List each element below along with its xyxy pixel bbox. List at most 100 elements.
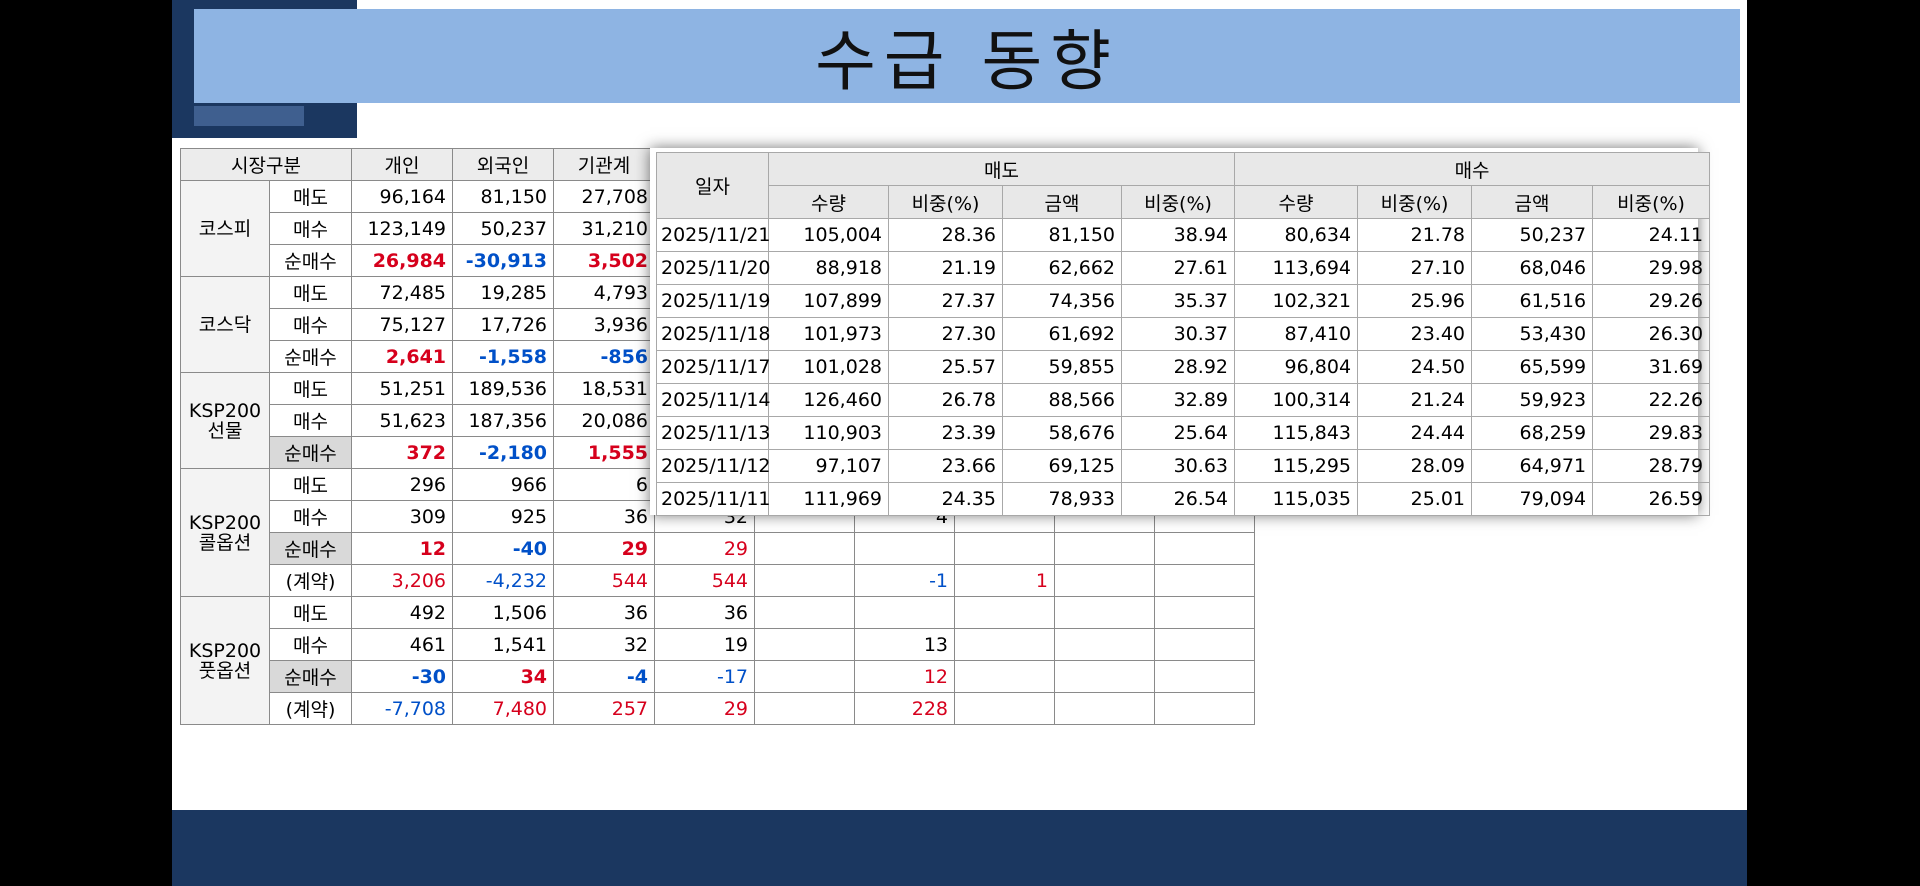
table-cell: 6: [553, 468, 656, 501]
daily-trend-popup[interactable]: 일자 매도 매수 수량 비중(%) 금액 비중(%) 수량 비중(%) 금액 비…: [650, 148, 1711, 516]
header-sell: 매도: [767, 152, 1236, 186]
table-cell: 23.66: [888, 449, 1003, 483]
header-market: 시장구분: [179, 148, 353, 181]
table-cell: 32: [553, 628, 656, 661]
table-cell: 79,094: [1471, 482, 1594, 516]
table-cell: 18,531: [553, 372, 656, 405]
table-row: KSP200 풋옵션 매도 492 1,506 36 36: [180, 596, 1256, 725]
table-cell: [1154, 628, 1256, 661]
table-cell: 13: [854, 628, 956, 661]
market-group-label: KSP200 콜옵션: [180, 468, 270, 597]
table-cell: 29: [654, 692, 756, 725]
table-cell: 53,430: [1471, 317, 1594, 351]
row-type-label: 매도: [268, 468, 353, 501]
table-cell: 309: [351, 500, 454, 533]
table-cell: 27.61: [1120, 251, 1236, 285]
table-cell: [1054, 628, 1156, 661]
subheader-sell-amount-ratio: 비중(%): [1120, 185, 1236, 219]
table-cell: 1: [954, 564, 1056, 597]
table-cell: 24.44: [1357, 416, 1473, 450]
row-type-label: 매수: [268, 628, 353, 661]
row-type-label: 순매수: [268, 244, 353, 277]
table-cell: -30,913: [452, 244, 555, 277]
table-cell: 36: [553, 500, 656, 533]
table-cell: 228: [854, 692, 956, 725]
table-cell: 59,855: [1002, 350, 1122, 384]
table-cell: 189,536: [452, 372, 555, 405]
table-cell: 72,485: [351, 276, 454, 309]
table-cell: [954, 692, 1056, 725]
table-cell: 36: [654, 596, 756, 629]
table-cell: [1154, 692, 1256, 725]
table-cell: 3,936: [553, 308, 656, 341]
subheader-buy-amount-ratio: 비중(%): [1592, 185, 1711, 219]
table-row: (계약) 3,206 -4,232 544 544 -1 1: [181, 564, 1256, 597]
header-buy: 매수: [1234, 152, 1711, 186]
row-type-label: 매수: [268, 212, 353, 245]
table-cell: 115,295: [1234, 449, 1359, 483]
table-cell: [854, 596, 956, 629]
table-row: (계약) -7,708 7,480 257 29 228: [181, 692, 1256, 725]
table-cell: 25.57: [888, 350, 1003, 384]
table-cell: [1054, 692, 1156, 725]
table-cell: [1154, 564, 1256, 597]
table-cell: [754, 596, 856, 629]
table-cell: -2,180: [452, 436, 555, 469]
table-row: 순매수 12 -40 29 29: [181, 532, 1256, 565]
footer-bar: [172, 810, 1747, 886]
table-cell: 75,127: [351, 308, 454, 341]
table-cell: 29: [553, 532, 656, 565]
table-row: 매수 461 1,541 32 19 13: [181, 628, 1256, 661]
table-cell: 115,035: [1234, 482, 1359, 516]
table-row: 2025/11/19 107,899 27.37 74,356 35.37 102,321…: [656, 284, 1711, 318]
table-cell: -1,558: [452, 340, 555, 373]
table-cell: 81,150: [452, 180, 555, 213]
date-cell: 2025/11/14: [656, 383, 771, 417]
table-cell: 29.83: [1592, 416, 1711, 450]
table-cell: 123,149: [351, 212, 454, 245]
table-cell: 2,641: [351, 340, 454, 373]
table-cell: 34: [452, 660, 555, 693]
table-cell: 88,566: [1002, 383, 1122, 417]
table-cell: 68,259: [1471, 416, 1594, 450]
row-type-label: 매수: [268, 308, 353, 341]
table-cell: 25.01: [1357, 482, 1473, 516]
table-cell: 29.26: [1592, 284, 1711, 318]
table-cell: 22.26: [1592, 383, 1711, 417]
row-type-label: 순매수: [268, 532, 353, 565]
table-cell: [754, 692, 856, 725]
table-cell: 126,460: [768, 383, 889, 417]
table-cell: 3,502: [553, 244, 656, 277]
table-cell: 26.59: [1592, 482, 1711, 516]
table-cell: 25.96: [1357, 284, 1473, 318]
table-cell: 74,356: [1002, 284, 1122, 318]
table-cell: 492: [351, 596, 454, 629]
table-row: 2025/11/11 111,969 24.35 78,933 26.54 115,035…: [656, 482, 1711, 516]
popup-subheader-row: 수량 비중(%) 금액 비중(%) 수량 비중(%) 금액 비중(%): [657, 185, 1711, 219]
table-cell: 12: [351, 532, 454, 565]
table-cell: 29: [654, 532, 756, 565]
subheader-sell-amount: 금액: [1002, 185, 1122, 219]
table-cell: 7,480: [452, 692, 555, 725]
table-row: 2025/11/18 101,973 27.30 61,692 30.37 87,410 2…: [656, 317, 1711, 351]
table-cell: 69,125: [1002, 449, 1122, 483]
table-cell: 27,708: [553, 180, 656, 213]
table-cell: 51,623: [351, 404, 454, 437]
table-cell: 62,662: [1002, 251, 1122, 285]
table-cell: 51,251: [351, 372, 454, 405]
table-cell: 68,046: [1471, 251, 1594, 285]
table-row: 2025/11/13 110,903 23.39 58,676 25.64 115,843…: [656, 416, 1711, 450]
table-cell: 32.89: [1120, 383, 1236, 417]
table-cell: 64,971: [1471, 449, 1594, 483]
date-cell: 2025/11/21: [656, 218, 771, 252]
table-cell: 38.94: [1120, 218, 1236, 252]
table-cell: 61,692: [1002, 317, 1122, 351]
table-cell: 23.39: [888, 416, 1003, 450]
date-cell: 2025/11/19: [656, 284, 771, 318]
header-individual: 개인: [351, 148, 454, 181]
daily-trade-table: 일자 매도 매수 수량 비중(%) 금액 비중(%) 수량 비중(%) 금액 비…: [656, 152, 1711, 516]
corner-accent: [194, 106, 304, 126]
table-cell: [1054, 564, 1156, 597]
row-type-label: 순매수: [268, 436, 353, 469]
table-cell: 28.92: [1120, 350, 1236, 384]
